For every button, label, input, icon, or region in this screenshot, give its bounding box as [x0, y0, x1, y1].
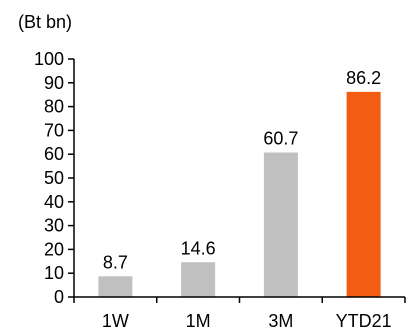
- y-tick-label: 0: [54, 287, 64, 307]
- unit-label: (Bt bn): [18, 12, 72, 32]
- bar-1m: [181, 262, 216, 297]
- y-tick-label: 50: [44, 168, 64, 188]
- y-tick-label: 80: [44, 97, 64, 117]
- bar-value-label: 86.2: [346, 68, 381, 88]
- value-labels: 8.7 14.6 60.7 86.2: [103, 68, 381, 272]
- bars: [98, 91, 381, 298]
- x-axis-labels: 1W 1M 3M YTD21: [102, 311, 392, 330]
- bar-value-label: 14.6: [181, 238, 216, 258]
- y-tick-label: 40: [44, 192, 64, 212]
- x-category-label: 1M: [186, 311, 211, 330]
- bar-value-label: 8.7: [103, 252, 128, 272]
- y-tick-label: 30: [44, 216, 64, 236]
- y-tick-label: 20: [44, 239, 64, 259]
- y-tick-label: 60: [44, 144, 64, 164]
- bar-3m: [263, 152, 298, 297]
- bar-1w: [98, 276, 133, 297]
- y-axis-ticks: 0 10 20 30 40 50 60 70 80 90 100: [34, 49, 406, 307]
- x-category-label: YTD21: [336, 311, 392, 330]
- y-tick-label: 10: [44, 263, 64, 283]
- y-tick-label: 90: [44, 73, 64, 93]
- y-tick-label: 70: [44, 120, 64, 140]
- bar-ytd21: [346, 91, 381, 298]
- x-category-label: 1W: [102, 311, 129, 330]
- x-category-label: 3M: [268, 311, 293, 330]
- bar-value-label: 60.7: [263, 129, 298, 149]
- y-tick-label: 100: [34, 49, 64, 69]
